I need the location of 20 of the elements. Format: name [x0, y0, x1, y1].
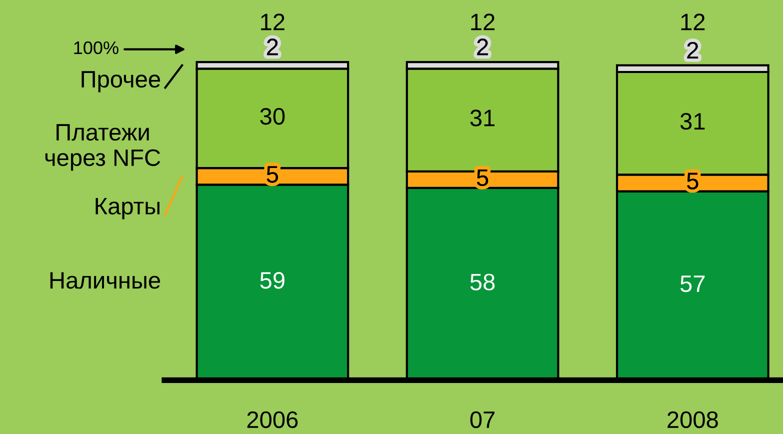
- data-label: 31: [470, 110, 495, 126]
- series-label: Платежи через NFC: [45, 124, 160, 171]
- data-label: 59: [260, 272, 284, 289]
- x-tick-label: 2006: [247, 411, 298, 428]
- data-label: 2: [477, 38, 488, 56]
- x-tick-label: 07: [470, 411, 494, 428]
- data-label: 2: [267, 38, 278, 56]
- data-label: 30: [260, 108, 285, 125]
- text: 100%: [74, 41, 118, 54]
- legend-label: Прочее: [82, 71, 160, 92]
- data-label: 57: [680, 276, 705, 292]
- data-label: 31: [680, 112, 705, 130]
- text: 12: [681, 14, 705, 30]
- data-label: 2: [687, 42, 698, 58]
- text: 12: [471, 14, 494, 30]
- x-tick-label: 2008: [668, 411, 718, 428]
- text: 12: [261, 14, 284, 30]
- legend-label: Карты: [96, 198, 160, 220]
- data-label: 58: [470, 274, 495, 290]
- series-label: Наличные: [50, 272, 160, 289]
